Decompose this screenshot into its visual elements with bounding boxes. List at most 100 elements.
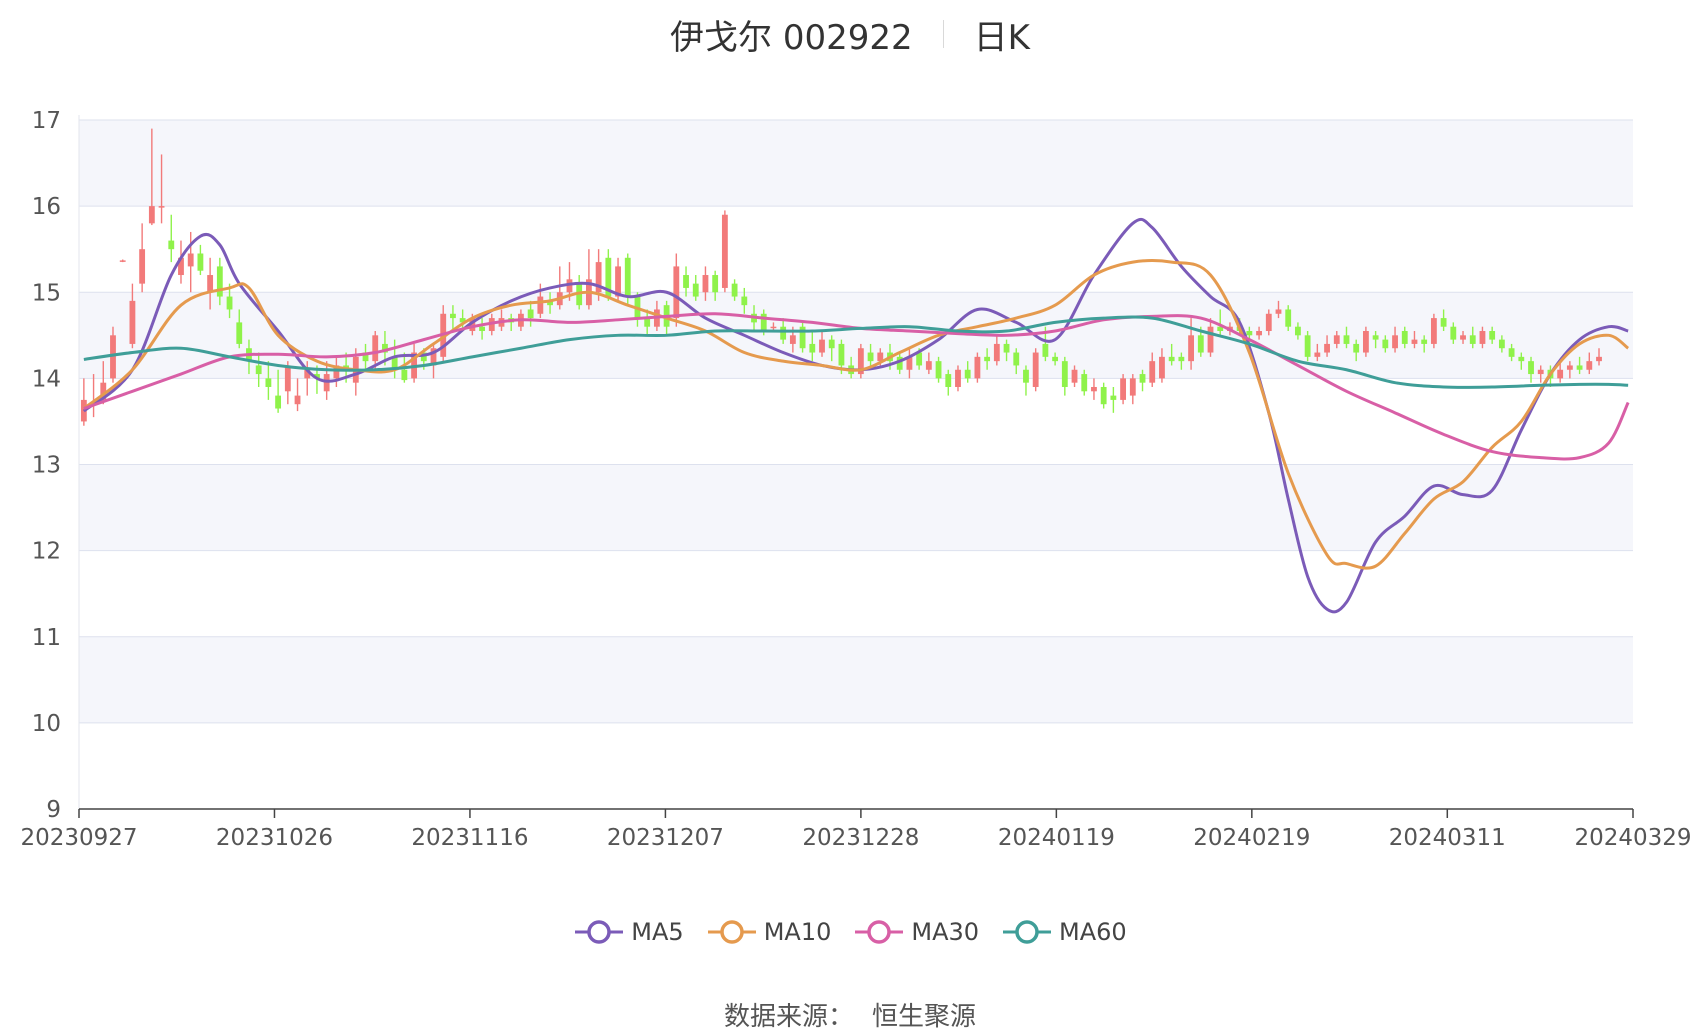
x-tick-label: 20231026 [216, 825, 333, 851]
candle-body [294, 395, 301, 405]
y-tick-label: 15 [32, 280, 61, 306]
data-source: 数据来源： 恒生聚源 [0, 996, 1700, 1033]
grid-band [79, 636, 1633, 723]
legend-item-ma10[interactable]: MA10 [706, 918, 831, 946]
candle-body [867, 352, 874, 362]
candle-body [760, 313, 767, 332]
legend-label: MA5 [631, 918, 684, 946]
candle-body [741, 296, 748, 306]
candle-body [479, 326, 485, 332]
y-tick-label: 17 [32, 108, 61, 134]
candle-body [1498, 339, 1505, 349]
candle-body [1401, 331, 1408, 344]
candle-body [226, 296, 233, 310]
candle-body [197, 253, 204, 271]
candle-body [702, 275, 709, 293]
candle-body [1596, 356, 1602, 362]
candle-body [110, 335, 116, 379]
candle-body [1100, 386, 1107, 405]
candle-body [1382, 339, 1389, 349]
candle-body [799, 326, 806, 349]
candle-body [129, 300, 136, 344]
candle-body [595, 262, 602, 293]
x-tick-label: 20231228 [802, 825, 919, 851]
candle-body [187, 253, 194, 267]
candle-body [1217, 326, 1224, 332]
candle-body [139, 249, 146, 284]
candle-body [1450, 326, 1457, 340]
candle-body [1479, 331, 1486, 344]
candle-body [1178, 356, 1185, 362]
y-tick-label: 12 [32, 539, 61, 565]
candle-body [683, 275, 689, 288]
legend-item-ma60[interactable]: MA60 [1001, 918, 1127, 946]
candle-body [1469, 335, 1476, 344]
legend-marker-icon [707, 920, 756, 944]
candle-body [838, 343, 845, 366]
candle-body [255, 365, 262, 375]
candle-body [1207, 326, 1214, 353]
candle-body [391, 356, 398, 370]
y-tick-label: 13 [32, 453, 61, 479]
candle-body [955, 369, 961, 387]
title-separator [942, 20, 944, 48]
legend-item-ma5[interactable]: MA5 [573, 918, 684, 946]
candle-body [896, 356, 903, 370]
candle-body [1023, 369, 1029, 383]
x-tick-label: 20240119 [998, 825, 1115, 851]
candle-body [877, 352, 884, 362]
candle-body [304, 369, 311, 379]
legend-marker-icon [1003, 920, 1052, 944]
candle-body [916, 352, 923, 366]
candle-body [1353, 343, 1360, 353]
candle-body [168, 240, 175, 250]
candle-body [148, 206, 155, 224]
legend-label: MA60 [1059, 918, 1127, 946]
candle-body [615, 266, 621, 297]
candle-body [935, 361, 942, 379]
candle-body [382, 343, 388, 353]
series-line-ma30 [83, 312, 1630, 461]
candle-body [1333, 335, 1340, 344]
candle-body [216, 266, 223, 297]
candle-body [1295, 326, 1301, 336]
candle-body [1392, 335, 1398, 349]
candle-body [469, 318, 476, 332]
candle-body [1304, 335, 1311, 357]
candle-body [731, 283, 738, 297]
candle-body [828, 339, 835, 349]
candle-body [284, 365, 291, 392]
candle-body [964, 369, 971, 379]
x-tick-label: 20231207 [607, 825, 724, 851]
x-tick-label: 20231116 [411, 825, 528, 851]
candle-body [906, 356, 913, 370]
candle-body [158, 206, 165, 208]
candle-body [100, 382, 107, 400]
candle-body [178, 257, 184, 276]
candle-body [1430, 318, 1437, 344]
candle-body [721, 214, 728, 288]
grid-band [79, 292, 1633, 379]
grid-band [79, 120, 1633, 207]
candle-body [314, 374, 320, 379]
legend-item-ma30[interactable]: MA30 [853, 918, 979, 946]
y-tick-label: 9 [46, 797, 61, 823]
candle-body [450, 313, 456, 319]
candle-body [1362, 331, 1369, 353]
candle-body [459, 318, 466, 323]
x-tick-label: 20240311 [1389, 825, 1506, 851]
candle-body [1197, 335, 1204, 353]
candle-body [1129, 378, 1136, 396]
candle-body [566, 279, 573, 293]
candle-body [1489, 331, 1496, 340]
candle-body [430, 348, 437, 366]
candle-body [993, 343, 1000, 362]
y-tick-label: 16 [32, 194, 61, 220]
candle-body [1372, 335, 1379, 340]
candle-body [780, 326, 787, 340]
candle-body [362, 352, 369, 362]
candle-body [372, 335, 379, 362]
grid-band [79, 464, 1633, 551]
candle-body [401, 369, 408, 381]
candle-body [1246, 331, 1253, 336]
